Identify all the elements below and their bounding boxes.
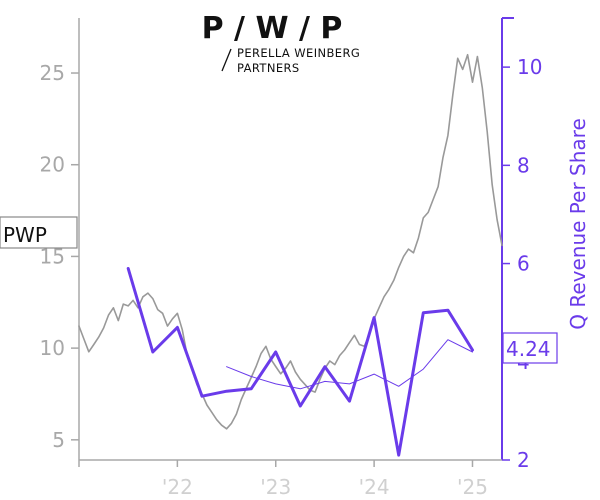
left-tick-label: 25 <box>40 61 65 85</box>
last-value-label: 4.24 <box>502 332 558 364</box>
right-tick-label: 6 <box>517 252 530 276</box>
right-tick-label: 10 <box>517 55 542 79</box>
ticker-box <box>0 216 78 249</box>
right-tick-label: 2 <box>517 448 530 472</box>
last-value-box <box>502 332 558 364</box>
price-line <box>78 53 503 430</box>
right-tick-label: 8 <box>517 153 530 177</box>
x-tick-label: '23 <box>260 475 291 499</box>
revenue-line <box>126 267 474 457</box>
logo-line-1: PERELLA WEINBERG <box>237 46 360 60</box>
last-value-text: 4.24 <box>506 337 551 361</box>
logo-line-2: PARTNERS <box>237 61 300 75</box>
x-tick-label: '25 <box>457 475 488 499</box>
left-tick-label: 5 <box>52 428 65 452</box>
ticker-label: PWP <box>0 216 78 249</box>
ticker-text: PWP <box>3 223 47 247</box>
revenue-average-line <box>226 339 473 390</box>
x-tick-label: '22 <box>162 475 193 499</box>
right-axis-title: Q Revenue Per Share <box>566 118 590 330</box>
series-layer <box>78 53 503 457</box>
x-tick-label: '24 <box>359 475 390 499</box>
axes: 510152025246810'22'23'24'25 <box>40 17 542 499</box>
logo-slash-icon <box>221 48 232 72</box>
left-tick-label: 20 <box>40 153 65 177</box>
left-tick-label: 10 <box>40 336 65 360</box>
logo: P / W / P PERELLA WEINBERG PARTNERS <box>202 11 360 75</box>
logo-mark: P / W / P <box>202 11 343 46</box>
